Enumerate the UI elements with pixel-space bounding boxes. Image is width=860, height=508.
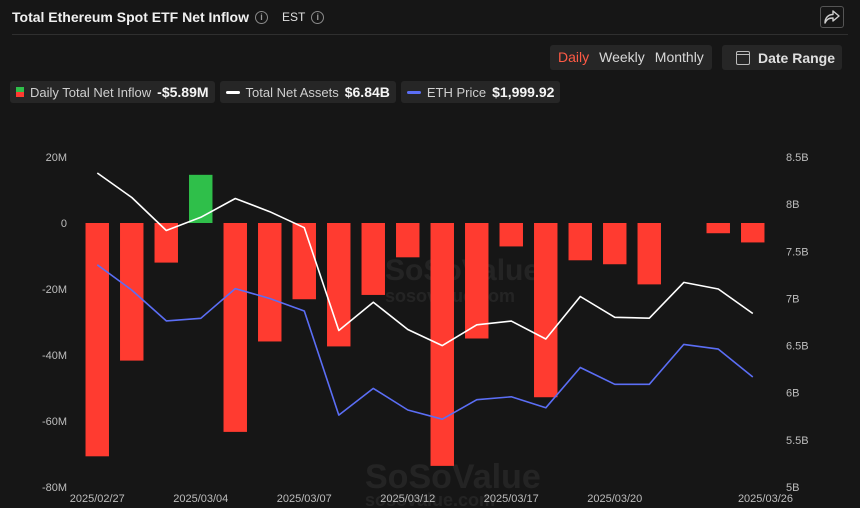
net-inflow-bar[interactable] bbox=[499, 223, 523, 247]
legend-item-eth-price[interactable]: ETH Price $1,999.92 bbox=[400, 81, 561, 103]
legend-value: $6.84B bbox=[344, 84, 390, 100]
right-axis-tick-label: 7.5B bbox=[786, 246, 809, 258]
net-inflow-bar[interactable] bbox=[189, 174, 213, 223]
x-axis-tick-label: 2025/03/07 bbox=[277, 493, 332, 505]
net-inflow-bar[interactable] bbox=[534, 223, 558, 398]
net-inflow-bar[interactable] bbox=[637, 223, 661, 285]
legend-value: $1,999.92 bbox=[492, 84, 555, 100]
x-axis-tick-label: 2025/03/12 bbox=[380, 493, 435, 505]
watermark: SoSoValue sosovalue.com SoSoValue sosova… bbox=[365, 254, 541, 508]
net-inflow-bar[interactable] bbox=[85, 223, 109, 457]
left-axis-tick-label: -40M bbox=[42, 350, 67, 362]
line-swatch-icon bbox=[225, 90, 240, 94]
legend-item-net-inflow[interactable]: Daily Total Net Inflow -$5.89M bbox=[10, 81, 215, 103]
net-inflow-bar[interactable] bbox=[327, 223, 351, 347]
left-axis-tick-label: -80M bbox=[42, 482, 67, 494]
net-inflow-bar[interactable] bbox=[568, 223, 592, 261]
net-inflow-bar[interactable] bbox=[396, 223, 420, 258]
net-inflow-bar[interactable] bbox=[706, 223, 730, 234]
watermark-brand: SoSoValue bbox=[385, 254, 540, 287]
share-button[interactable] bbox=[820, 6, 844, 28]
info-icon[interactable]: i bbox=[254, 10, 268, 24]
legend-label: ETH Price bbox=[426, 84, 487, 100]
legend-item-net-assets[interactable]: Total Net Assets $6.84B bbox=[219, 81, 396, 103]
left-axis-tick-label: 20M bbox=[46, 152, 67, 164]
range-monthly-button[interactable]: Monthly bbox=[654, 49, 704, 65]
date-range-button[interactable]: Date Range bbox=[722, 45, 842, 70]
header-divider bbox=[12, 34, 848, 35]
legend-label: Daily Total Net Inflow bbox=[30, 84, 152, 100]
legend-label: Total Net Assets bbox=[245, 84, 339, 100]
right-axis-tick-label: 8B bbox=[786, 199, 799, 211]
range-weekly-button[interactable]: Weekly bbox=[599, 49, 645, 65]
x-axis-tick-label: 2025/02/27 bbox=[70, 493, 125, 505]
net-inflow-bar[interactable] bbox=[741, 223, 765, 243]
eth-price-line[interactable] bbox=[96, 264, 754, 421]
bar-swatch-icon bbox=[16, 87, 24, 97]
net-inflow-bar[interactable] bbox=[258, 223, 282, 342]
legend: Daily Total Net Inflow -$5.89M Total Net… bbox=[10, 81, 561, 103]
x-axis-tick-label: 2025/03/20 bbox=[587, 493, 642, 505]
x-axis-tick-label: 2025/03/26 bbox=[738, 493, 793, 505]
timezone-info-icon[interactable]: i bbox=[311, 10, 325, 24]
date-range-label: Date Range bbox=[758, 49, 836, 66]
net-inflow-bar[interactable] bbox=[154, 223, 178, 263]
net-inflow-bar[interactable] bbox=[361, 223, 385, 295]
net-inflow-bar[interactable] bbox=[223, 223, 247, 432]
right-axis-tick-label: 7B bbox=[786, 293, 799, 305]
right-axis-tick-label: 6B bbox=[786, 388, 799, 400]
net-inflow-bar[interactable] bbox=[120, 223, 144, 361]
range-toggle: Daily Weekly Monthly bbox=[550, 45, 712, 70]
left-axis-tick-label: 0 bbox=[61, 218, 67, 230]
net-inflow-bar[interactable] bbox=[430, 223, 454, 466]
share-icon bbox=[824, 10, 840, 24]
x-axis-tick-label: 2025/03/17 bbox=[484, 493, 539, 505]
right-axis-tick-label: 6.5B bbox=[786, 341, 809, 353]
range-daily-button[interactable]: Daily bbox=[558, 49, 590, 65]
net-inflow-bar[interactable] bbox=[292, 223, 316, 300]
right-axis-tick-label: 8.5B bbox=[786, 152, 809, 164]
right-axis-tick-label: 5.5B bbox=[786, 435, 809, 447]
calendar-icon bbox=[736, 50, 750, 65]
timezone-label: EST bbox=[281, 10, 306, 24]
net-inflow-bar[interactable] bbox=[465, 223, 489, 339]
line-swatch-icon bbox=[406, 90, 421, 94]
net-assets-line[interactable] bbox=[96, 172, 754, 347]
left-axis-tick-label: -60M bbox=[42, 416, 67, 428]
chart-header: Total Ethereum Spot ETF Net Inflow i EST… bbox=[12, 6, 325, 28]
left-axis-tick-label: -20M bbox=[42, 284, 67, 296]
chart-title: Total Ethereum Spot ETF Net Inflow bbox=[12, 9, 249, 25]
legend-value: -$5.89M bbox=[157, 84, 209, 100]
x-axis-tick-label: 2025/03/04 bbox=[173, 493, 228, 505]
net-inflow-bar[interactable] bbox=[603, 223, 627, 265]
watermark-site: sosovalue.com bbox=[365, 490, 495, 508]
right-axis-tick-label: 5B bbox=[786, 482, 799, 494]
